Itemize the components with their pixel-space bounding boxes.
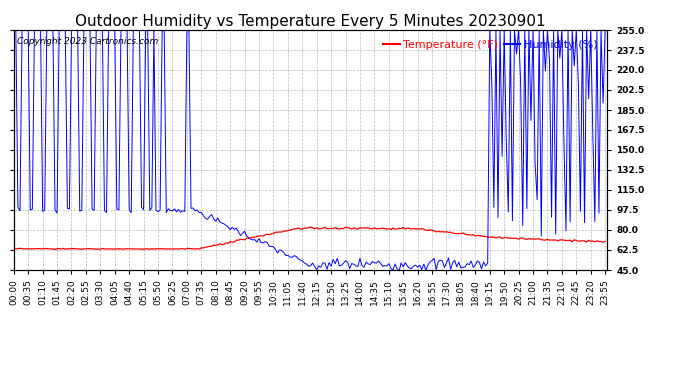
Text: Copyright 2023 Cartronics.com: Copyright 2023 Cartronics.com [17, 37, 158, 46]
Title: Outdoor Humidity vs Temperature Every 5 Minutes 20230901: Outdoor Humidity vs Temperature Every 5 … [75, 14, 546, 29]
Legend: Temperature (°F), Humidity (%): Temperature (°F), Humidity (%) [379, 36, 602, 54]
